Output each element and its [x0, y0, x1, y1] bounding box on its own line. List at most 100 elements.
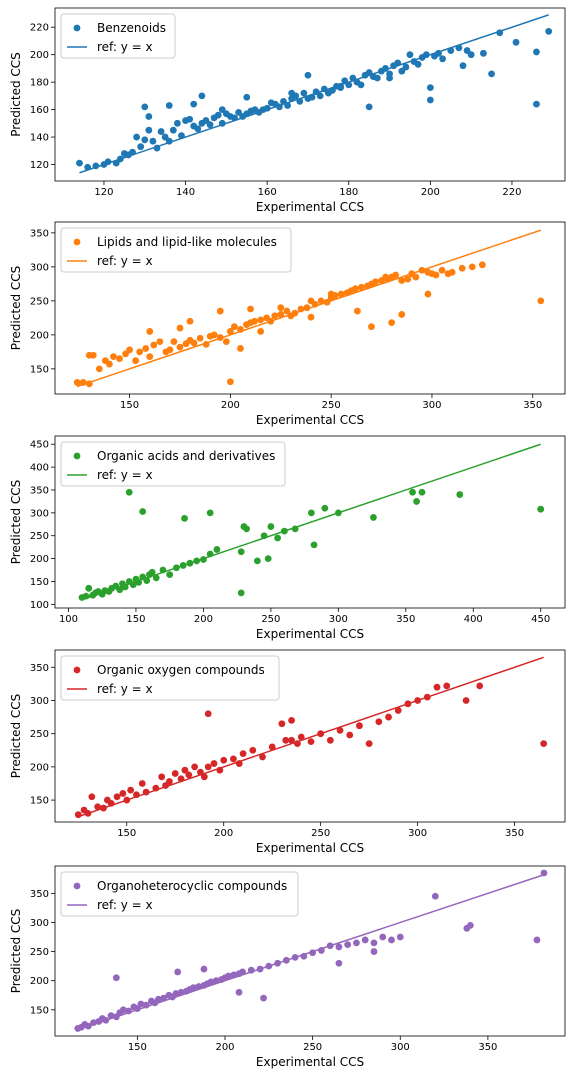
- data-point: [145, 126, 153, 134]
- plot-area: [74, 869, 548, 1032]
- data-point: [94, 803, 102, 811]
- data-point: [170, 338, 178, 346]
- y-axis-label: Predicted CCS: [9, 480, 23, 565]
- data-point: [132, 357, 140, 365]
- data-point: [155, 995, 162, 1003]
- legend: Organic oxygen compounds ref: y = x: [60, 655, 280, 701]
- data-point: [373, 74, 381, 82]
- data-point: [274, 534, 282, 542]
- data-point: [468, 263, 476, 271]
- data-point: [125, 488, 133, 496]
- data-point: [443, 682, 451, 690]
- plot-area: [78, 443, 545, 601]
- data-point: [216, 307, 224, 315]
- scatter-panel-1: 120 140 160 180 200 220 120 140 160 180 200 220 Expe…: [9, 7, 566, 214]
- data-point: [113, 793, 121, 801]
- reference-line: [81, 443, 541, 601]
- data-point: [85, 351, 93, 359]
- y-axis-label: Predicted CCS: [9, 909, 23, 994]
- data-point: [165, 102, 173, 109]
- x-tick-label: 250: [311, 828, 330, 839]
- x-tick-label: 220: [502, 187, 521, 198]
- data-point: [463, 47, 471, 54]
- data-point: [206, 509, 214, 517]
- x-tick-label: 350: [505, 828, 524, 839]
- data-point: [190, 984, 197, 992]
- data-point: [327, 290, 335, 298]
- data-point: [432, 271, 440, 279]
- data-point: [145, 113, 153, 120]
- y-tick-label: 200: [30, 554, 49, 565]
- data-point: [156, 338, 164, 346]
- y-tick-label: 200: [30, 50, 49, 61]
- data-point: [368, 323, 375, 331]
- data-point: [200, 965, 208, 973]
- data-point: [402, 63, 410, 71]
- x-tick-label: 200: [215, 1042, 234, 1053]
- data-point: [176, 324, 184, 332]
- data-point: [414, 60, 422, 68]
- data-point: [220, 756, 228, 764]
- data-point: [218, 106, 226, 114]
- legend-marker-points: [73, 24, 81, 32]
- x-tick-label: 200: [421, 187, 440, 198]
- data-point: [288, 716, 295, 724]
- data-point: [196, 334, 204, 342]
- legend: Lipids and lipid-like molecules ref: y = …: [60, 227, 292, 273]
- data-point: [214, 111, 222, 119]
- data-point: [456, 491, 464, 498]
- x-tick-label: 180: [339, 187, 358, 198]
- data-point: [304, 71, 312, 79]
- x-axis-label: Experimental CCS: [256, 413, 364, 427]
- data-point: [186, 115, 194, 123]
- data-point: [200, 773, 208, 781]
- data-point: [127, 786, 135, 794]
- data-point: [288, 89, 296, 97]
- y-tick-label: 150: [30, 577, 49, 588]
- data-point: [235, 988, 243, 996]
- data-point: [466, 921, 474, 929]
- data-point: [194, 125, 202, 133]
- data-point: [398, 311, 406, 318]
- axes-frame: [54, 435, 566, 609]
- data-point: [356, 722, 363, 730]
- data-point: [353, 307, 361, 315]
- data-point: [169, 126, 177, 134]
- y-tick-label: 180: [30, 78, 49, 89]
- data-point: [388, 936, 395, 944]
- data-point: [253, 557, 261, 565]
- legend-entry-points: Organoheterocyclic compounds: [97, 879, 287, 893]
- y-tick-label: 300: [30, 262, 49, 273]
- data-point: [307, 297, 315, 305]
- y-tick-label: 150: [30, 364, 49, 375]
- legend: Organoheterocyclic compounds ref: y = x: [60, 871, 299, 917]
- y-tick-label: 250: [30, 729, 49, 740]
- data-point: [133, 133, 141, 141]
- data-point: [533, 48, 540, 56]
- data-point: [361, 936, 369, 944]
- data-point: [478, 261, 486, 269]
- data-point: [277, 311, 285, 318]
- data-point: [337, 290, 345, 298]
- data-point: [172, 990, 180, 997]
- x-tick-label: 120: [94, 187, 113, 198]
- x-tick-label: 200: [214, 828, 233, 839]
- y-tick-label: 300: [30, 508, 49, 519]
- y-tick-label: 250: [30, 947, 49, 958]
- data-point: [379, 933, 387, 941]
- data-point: [462, 697, 470, 704]
- x-axis-label: Experimental CCS: [256, 200, 364, 214]
- data-point: [119, 790, 127, 797]
- plot-area: [73, 229, 545, 388]
- data-point: [282, 736, 290, 744]
- data-point: [392, 271, 400, 279]
- data-point: [438, 266, 446, 274]
- data-point: [480, 49, 487, 57]
- data-point: [76, 159, 83, 167]
- reference-line: [79, 14, 549, 174]
- data-point: [190, 100, 198, 108]
- data-point: [404, 275, 412, 283]
- data-point: [264, 555, 272, 562]
- data-point: [321, 504, 329, 512]
